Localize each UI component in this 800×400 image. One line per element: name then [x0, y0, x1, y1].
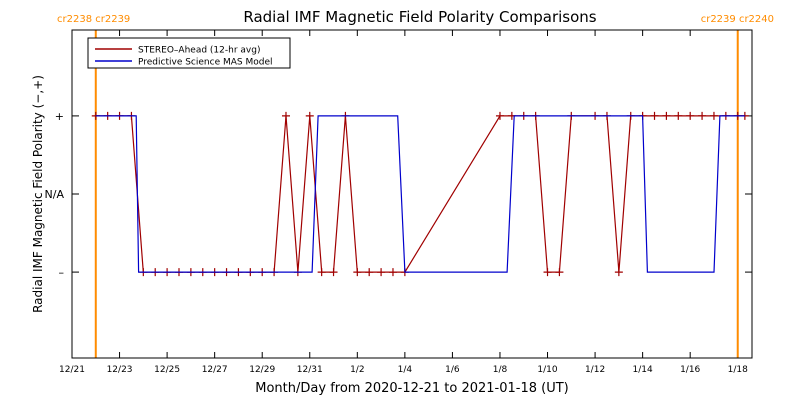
x-tick-label: 1/8 [493, 365, 508, 375]
series-point-0 [388, 268, 397, 277]
x-tick-label: 1/6 [445, 365, 460, 375]
y-tick-label: – [59, 266, 65, 279]
x-tick-label: 12/31 [297, 365, 323, 375]
series-point-0 [709, 111, 718, 120]
x-tick-label: 12/25 [154, 365, 180, 375]
series-point-0 [377, 268, 386, 277]
series-point-0 [614, 268, 623, 277]
legend-box [87, 37, 291, 69]
x-tick-label: 12/21 [59, 365, 85, 375]
series-point-0 [329, 268, 338, 277]
y-tick-label: + [55, 110, 64, 123]
series-point-0 [365, 268, 374, 277]
carrington-marker-label: cr2238 cr2239 [57, 14, 130, 25]
x-tick-label: 1/14 [633, 365, 653, 375]
x-tick-label: 1/4 [398, 365, 413, 375]
legend-entry: Predictive Science MAS Model [138, 58, 273, 68]
x-tick-label: 12/23 [107, 365, 133, 375]
x-axis-label: Month/Day from 2020-12-21 to 2021-01-18 … [255, 381, 568, 396]
plot-area: 12/21 12/23 12/25 12/27 12/29 12/31 1/2 1/4 1/6 1… [45, 14, 774, 375]
chart-title: Radial IMF Magnetic Field Polarity Compa… [243, 8, 596, 26]
carrington-marker-label: cr2239 cr2240 [701, 14, 774, 25]
legend: STEREO–Ahead (12-hr avg) Predictive Scien… [87, 37, 291, 69]
x-tick-label: 1/18 [728, 365, 748, 375]
series-point-0 [317, 268, 326, 277]
x-tick-label: 1/16 [680, 365, 700, 375]
series-line-1 [95, 115, 745, 273]
series-point-0 [305, 111, 314, 120]
series-point-0 [686, 111, 695, 120]
series-point-0 [543, 268, 552, 277]
series-point-0 [662, 111, 671, 120]
series-point-0 [555, 268, 564, 277]
series-point-0 [281, 111, 290, 120]
y-tick-label: N/A [45, 188, 65, 201]
x-tick-label: 12/29 [249, 365, 275, 375]
series-point-0 [674, 111, 683, 120]
x-tick-label: 1/2 [350, 365, 364, 375]
plot-frame [71, 29, 753, 359]
x-tick-label: 1/10 [537, 365, 557, 375]
x-tick-label: 1/12 [585, 365, 605, 375]
y-axis-label: Radial IMF Magnetic Field Polarity (−,+) [31, 75, 45, 313]
legend-entry: STEREO–Ahead (12-hr avg) [138, 46, 260, 56]
series-point-0 [650, 111, 659, 120]
series-point-0 [495, 111, 504, 120]
series-point-0 [353, 268, 362, 277]
x-tick-label: 12/27 [202, 365, 228, 375]
series-point-0 [698, 111, 707, 120]
